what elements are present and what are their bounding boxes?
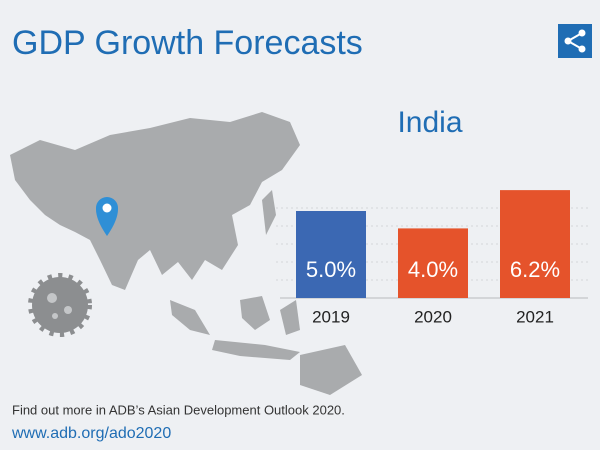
virus-dot xyxy=(52,313,58,319)
map-land xyxy=(212,340,300,360)
value-label: 6.2% xyxy=(510,257,560,282)
pin-dot xyxy=(102,203,112,213)
map-land xyxy=(280,300,300,335)
footer-link[interactable]: www.adb.org/ado2020 xyxy=(11,425,171,442)
map xyxy=(10,112,362,395)
footer-note: Find out more in ADB’s Asian Development… xyxy=(12,402,345,417)
map-land xyxy=(240,296,270,330)
virus-dot xyxy=(47,293,57,303)
bar xyxy=(500,190,570,298)
x-tick-label: 2019 xyxy=(312,307,350,326)
map-land xyxy=(170,300,210,335)
value-label: 4.0% xyxy=(408,257,458,282)
share-background[interactable] xyxy=(558,24,592,58)
virus-dot xyxy=(64,306,72,314)
x-tick-label: 2021 xyxy=(516,307,554,326)
x-tick-label: 2020 xyxy=(414,307,452,326)
map-land xyxy=(300,345,362,395)
value-label: 5.0% xyxy=(306,257,356,282)
title: GDP Growth Forecasts xyxy=(12,24,363,62)
share-icon xyxy=(565,32,583,50)
location-pin xyxy=(96,197,118,236)
share-button[interactable] xyxy=(558,24,592,58)
map-land xyxy=(10,112,300,290)
virus-icon xyxy=(28,273,92,337)
bar xyxy=(398,228,468,298)
bar xyxy=(296,211,366,298)
pin xyxy=(96,197,118,236)
chart-subtitle: India xyxy=(397,106,462,139)
virus-body xyxy=(28,273,92,337)
map-land xyxy=(262,190,276,235)
